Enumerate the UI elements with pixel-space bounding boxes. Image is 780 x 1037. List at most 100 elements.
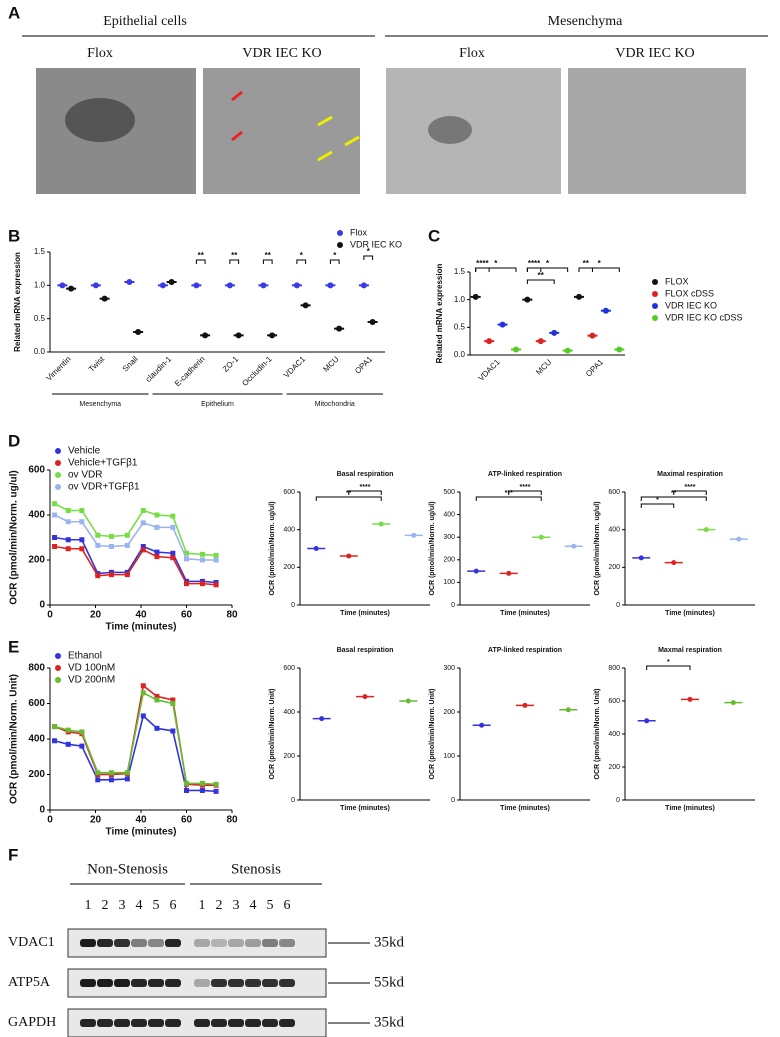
chart-title: Basal respiration: [337, 647, 394, 654]
legend-label: VD 100nM: [68, 663, 115, 674]
band: [131, 979, 147, 987]
y-tick-label: 200: [28, 555, 45, 566]
band: [148, 1019, 164, 1027]
lane-label: 4: [136, 898, 143, 913]
y-tick-label: 200: [443, 557, 455, 564]
point: [124, 776, 130, 782]
x-tick-label: 60: [181, 815, 193, 826]
point: [522, 702, 528, 708]
panel-label: B: [8, 226, 20, 245]
point: [293, 282, 300, 289]
point: [199, 787, 205, 793]
band: [211, 979, 227, 987]
point: [538, 534, 544, 540]
sig-bracket: [475, 267, 490, 272]
legend-marker: [55, 484, 61, 490]
y-axis-label: OCR (pmol/min/Norm. ug/ul): [429, 501, 436, 595]
micrograph: [386, 68, 561, 194]
y-axis-label: OCR (pmol/min/Norm. Unit): [594, 689, 601, 780]
sig-bracket: [329, 259, 340, 264]
panel-label: F: [8, 845, 18, 864]
y-axis-label: OCR (pmol/min/Norm. Unit): [269, 689, 276, 780]
group-title: Non-Stenosis: [87, 861, 168, 877]
point: [302, 302, 309, 309]
point: [95, 777, 101, 783]
legend-label: Ethanol: [68, 651, 102, 662]
legend-marker: [652, 315, 658, 321]
sig-bracket: [640, 503, 675, 508]
sig-bracket: [578, 267, 620, 272]
legend-label: FLOX cDSS: [665, 288, 714, 298]
legend-marker: [652, 279, 658, 285]
band: [114, 979, 130, 987]
y-axis-label: Related mRNA expression: [13, 252, 22, 352]
y-axis-label: OCR (pmol/min/Norm. ug/ul): [594, 501, 601, 595]
x-tick-label: 60: [181, 610, 193, 621]
y-tick-label: 400: [608, 731, 620, 738]
panel-label: C: [428, 226, 440, 245]
point: [360, 282, 367, 289]
sig-label: *: [300, 251, 304, 260]
point: [79, 546, 85, 552]
lane-label: 4: [250, 898, 257, 913]
y-tick-label: 300: [443, 665, 455, 672]
sig-label: *: [546, 259, 550, 268]
point: [319, 716, 325, 722]
legend-marker: [337, 230, 343, 236]
sig-label: ****: [520, 484, 531, 491]
y-tick-label: 0: [39, 805, 45, 816]
x-tick-label: MCU: [321, 354, 340, 373]
band: [80, 979, 96, 987]
point: [154, 549, 160, 555]
y-tick-label: 600: [608, 489, 620, 496]
band: [279, 979, 295, 987]
panel-label: D: [8, 431, 20, 450]
x-tick-label: E-cadherin: [173, 355, 207, 389]
size-label: 55kd: [374, 974, 405, 990]
micrograph: [568, 68, 746, 194]
point: [68, 285, 75, 292]
band: [165, 939, 181, 947]
point: [226, 282, 233, 289]
point: [95, 770, 101, 776]
point: [202, 332, 209, 339]
y-tick-label: 1.0: [454, 295, 466, 304]
x-tick-label: VDAC1: [477, 357, 503, 383]
legend-label: VD 200nM: [68, 675, 115, 686]
point: [52, 501, 58, 507]
y-tick-label: 400: [283, 527, 295, 534]
y-tick-label: 200: [443, 709, 455, 716]
sig-bracket: [296, 259, 307, 264]
size-label: 35kd: [374, 1014, 405, 1030]
sig-bracket: [363, 255, 374, 260]
x-tick-label: 20: [90, 610, 102, 621]
point: [170, 701, 176, 706]
x-axis-label: Time (minutes): [106, 827, 177, 838]
point: [576, 293, 583, 300]
point: [135, 329, 142, 335]
sig-bracket: [673, 490, 707, 495]
point: [59, 282, 66, 289]
sig-bracket: [348, 490, 382, 495]
point: [140, 690, 146, 696]
point: [108, 777, 114, 783]
x-tick-label: OPA1: [584, 357, 605, 378]
y-tick-label: 0: [39, 600, 45, 611]
point: [52, 535, 58, 540]
series-line: [54, 503, 217, 557]
sig-bracket: [262, 259, 273, 264]
row-label: ATP5A: [8, 975, 51, 990]
x-tick-label: 20: [90, 815, 102, 826]
row-label: GAPDH: [8, 1015, 56, 1030]
sig-label: **: [583, 259, 590, 268]
x-tick-label: VDAC1: [282, 354, 308, 380]
point: [213, 788, 219, 794]
point: [703, 527, 709, 533]
legend-marker: [652, 291, 658, 297]
x-tick-label: 80: [226, 815, 238, 826]
point: [369, 319, 376, 325]
sig-label: **: [265, 251, 272, 260]
point: [124, 542, 130, 548]
x-tick-label: Snail: [121, 354, 140, 373]
point: [79, 519, 85, 525]
